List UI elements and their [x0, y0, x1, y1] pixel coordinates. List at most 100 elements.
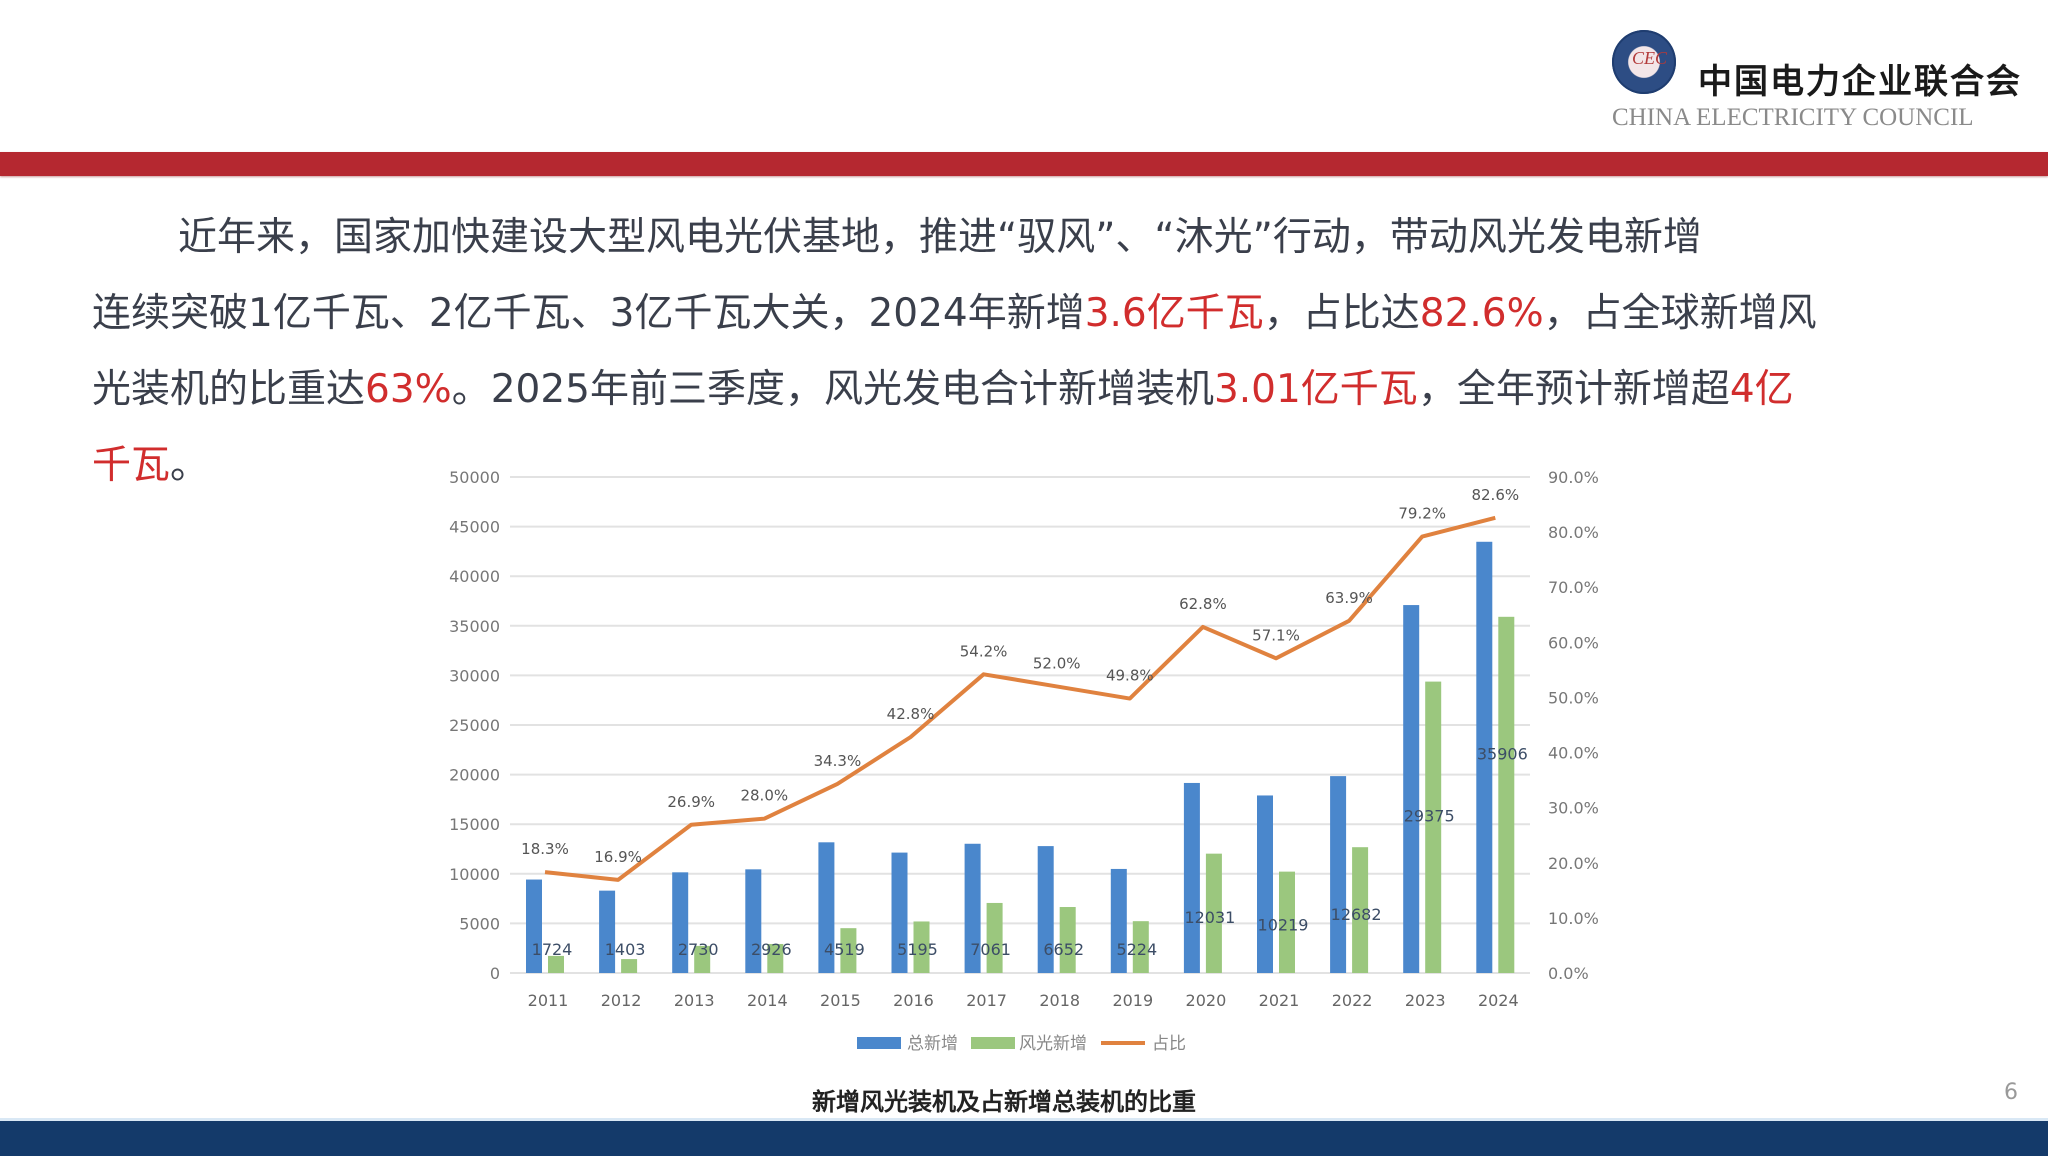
bar-total [1403, 605, 1420, 973]
ratio-label: 16.9% [594, 848, 642, 866]
x-axis-label: 2024 [1478, 991, 1519, 1010]
bar-wind-solar [1498, 616, 1515, 973]
ratio-label: 49.8% [1106, 667, 1154, 685]
ratio-label: 82.6% [1471, 486, 1519, 504]
bar-value-label: 12682 [1331, 905, 1382, 924]
bar-wind-solar [548, 955, 564, 973]
bar-total [964, 843, 981, 973]
left-axis-tick: 45000 [449, 518, 500, 537]
paragraph-line-3: 光装机的比重达63%。2025年前三季度，风光发电合计新增装机3.01亿千瓦，全… [92, 352, 1972, 428]
paragraph-text: 。2025年前三季度，风光发电合计新增装机 [451, 367, 1214, 412]
highlight-text: 3.01亿千瓦 [1213, 367, 1418, 412]
bar-value-label: 1403 [605, 940, 646, 959]
right-axis-tick: 90.0% [1548, 468, 1599, 487]
bar-total [1110, 868, 1127, 973]
bar-wind-solar [913, 921, 930, 973]
paragraph-text: 近年来，国家加快建设大型风电光伏基地，推进“驭风”、“沐光”行动，带动风光发电新… [178, 215, 1702, 260]
ratio-label: 54.2% [960, 642, 1008, 660]
ratio-label: 42.8% [887, 705, 935, 723]
bar-value-label: 35906 [1477, 744, 1528, 763]
org-name-cn: 中国电力企业联合会 [1698, 62, 2022, 102]
left-axis-tick: 15000 [449, 815, 500, 834]
left-axis-tick: 0 [490, 964, 500, 983]
x-axis-label: 2018 [1039, 991, 1080, 1010]
bar-wind-solar [1132, 921, 1149, 973]
legend-swatch-wind-solar [971, 1037, 1015, 1049]
legend-label-total: 总新增 [907, 1034, 958, 1054]
paragraph-text: ，占全球新增风 [1543, 291, 1817, 336]
bar-wind-solar [1425, 681, 1442, 973]
left-axis-tick: 50000 [449, 468, 500, 487]
right-axis-tick: 40.0% [1548, 744, 1599, 763]
highlight-text: 82.6% [1419, 291, 1544, 336]
ratio-polyline [544, 515, 1496, 882]
chart-caption: 新增风光装机及占新增总装机的比重 [0, 1082, 2048, 1117]
ratio-label: 52.0% [1033, 654, 1081, 672]
bar-value-label: 1724 [532, 940, 573, 959]
page-number: 6 [2004, 1080, 2018, 1105]
ratio-label: 34.3% [814, 752, 862, 770]
x-axis-label: 2017 [966, 991, 1007, 1010]
x-axis-label: 2023 [1405, 991, 1446, 1010]
right-axis-tick: 80.0% [1548, 523, 1599, 542]
x-axis-label: 2014 [747, 991, 788, 1010]
bar-value-label: 12031 [1184, 908, 1235, 927]
paragraph-text: 光装机的比重达 [92, 367, 366, 412]
logo-letters: CEC [1632, 48, 1668, 68]
bar-value-label: 2730 [678, 940, 719, 959]
bar-value-label: 10219 [1258, 915, 1309, 934]
ratio-label: 79.2% [1398, 505, 1446, 523]
bar-value-label: 5195 [897, 940, 938, 959]
body-paragraph: 近年来，国家加快建设大型风电光伏基地，推进“驭风”、“沐光”行动，带动风光发电新… [92, 200, 1972, 504]
bar-total [1183, 782, 1200, 973]
bar-wind-solar [986, 902, 1003, 973]
legend-label-wind-solar: 风光新增 [1019, 1034, 1087, 1054]
ratio-line: 18.3% 16.9% 26.9% 28.0% 34.3% 42.8% 54.2% 52.0%… [521, 486, 1519, 882]
right-axis-tick: 10.0% [1548, 909, 1599, 928]
bar-value-label: 5224 [1116, 940, 1157, 959]
x-axis-label: 2013 [674, 991, 715, 1010]
bar-total [891, 852, 908, 973]
bar-value-label: 7061 [970, 940, 1011, 959]
right-axis-tick: 30.0% [1548, 799, 1599, 818]
x-axis-label: 2021 [1259, 991, 1300, 1010]
bar-total [1330, 776, 1347, 973]
right-axis-tick: 20.0% [1548, 854, 1599, 873]
highlight-text: 4亿 [1729, 367, 1794, 412]
paragraph-text: ，占比达 [1263, 291, 1420, 336]
paragraph-line-2: 连续突破1亿千瓦、2亿千瓦、3亿千瓦大关，2024年新增3.6亿千瓦，占比达82… [92, 276, 1972, 352]
bar-value-label: 29375 [1404, 806, 1455, 825]
x-axis-label: 2020 [1186, 991, 1227, 1010]
left-axis-ticks: 0 5000 10000 15000 20000 25000 30000 35000 40000… [449, 468, 500, 983]
legend-swatch-total [857, 1037, 901, 1049]
left-axis-tick: 5000 [459, 914, 500, 933]
ratio-label: 18.3% [521, 840, 569, 858]
ratio-label: 57.1% [1252, 626, 1300, 644]
bar-total [526, 879, 542, 973]
left-axis-tick: 35000 [449, 617, 500, 636]
highlight-text: 千瓦 [92, 443, 171, 488]
left-axis-tick: 25000 [449, 716, 500, 735]
highlight-text: 3.6亿千瓦 [1084, 291, 1264, 336]
highlight-text: 63% [365, 367, 452, 412]
bar-wind-solar [840, 928, 857, 973]
right-axis-tick: 60.0% [1548, 633, 1599, 652]
footer-band [0, 1118, 2048, 1156]
x-axis-label: 2019 [1112, 991, 1153, 1010]
chart-bars: 1724 1403 2730 2926 4519 5195 7061 6652 5224 1203… [526, 541, 1528, 973]
left-axis-tick: 20000 [449, 766, 500, 785]
bar-value-label: 4519 [824, 940, 865, 959]
x-axis-label: 2012 [601, 991, 642, 1010]
right-axis-tick: 0.0% [1548, 964, 1589, 983]
bar-total [672, 872, 689, 973]
bar-wind-solar [1352, 847, 1369, 973]
legend-label-ratio: 占比 [1152, 1034, 1186, 1054]
x-axis-label: 2015 [820, 991, 861, 1010]
cec-emblem-icon: CEC [1612, 30, 1676, 94]
paragraph-text: 。 [170, 443, 210, 488]
x-axis-label: 2016 [893, 991, 934, 1010]
chart-legend: 总新增 风光新增 占比 [857, 1034, 1186, 1054]
org-name-en: CHINA ELECTRICITY COUNCIL [1612, 104, 1974, 131]
bar-wind-solar [1279, 871, 1295, 973]
